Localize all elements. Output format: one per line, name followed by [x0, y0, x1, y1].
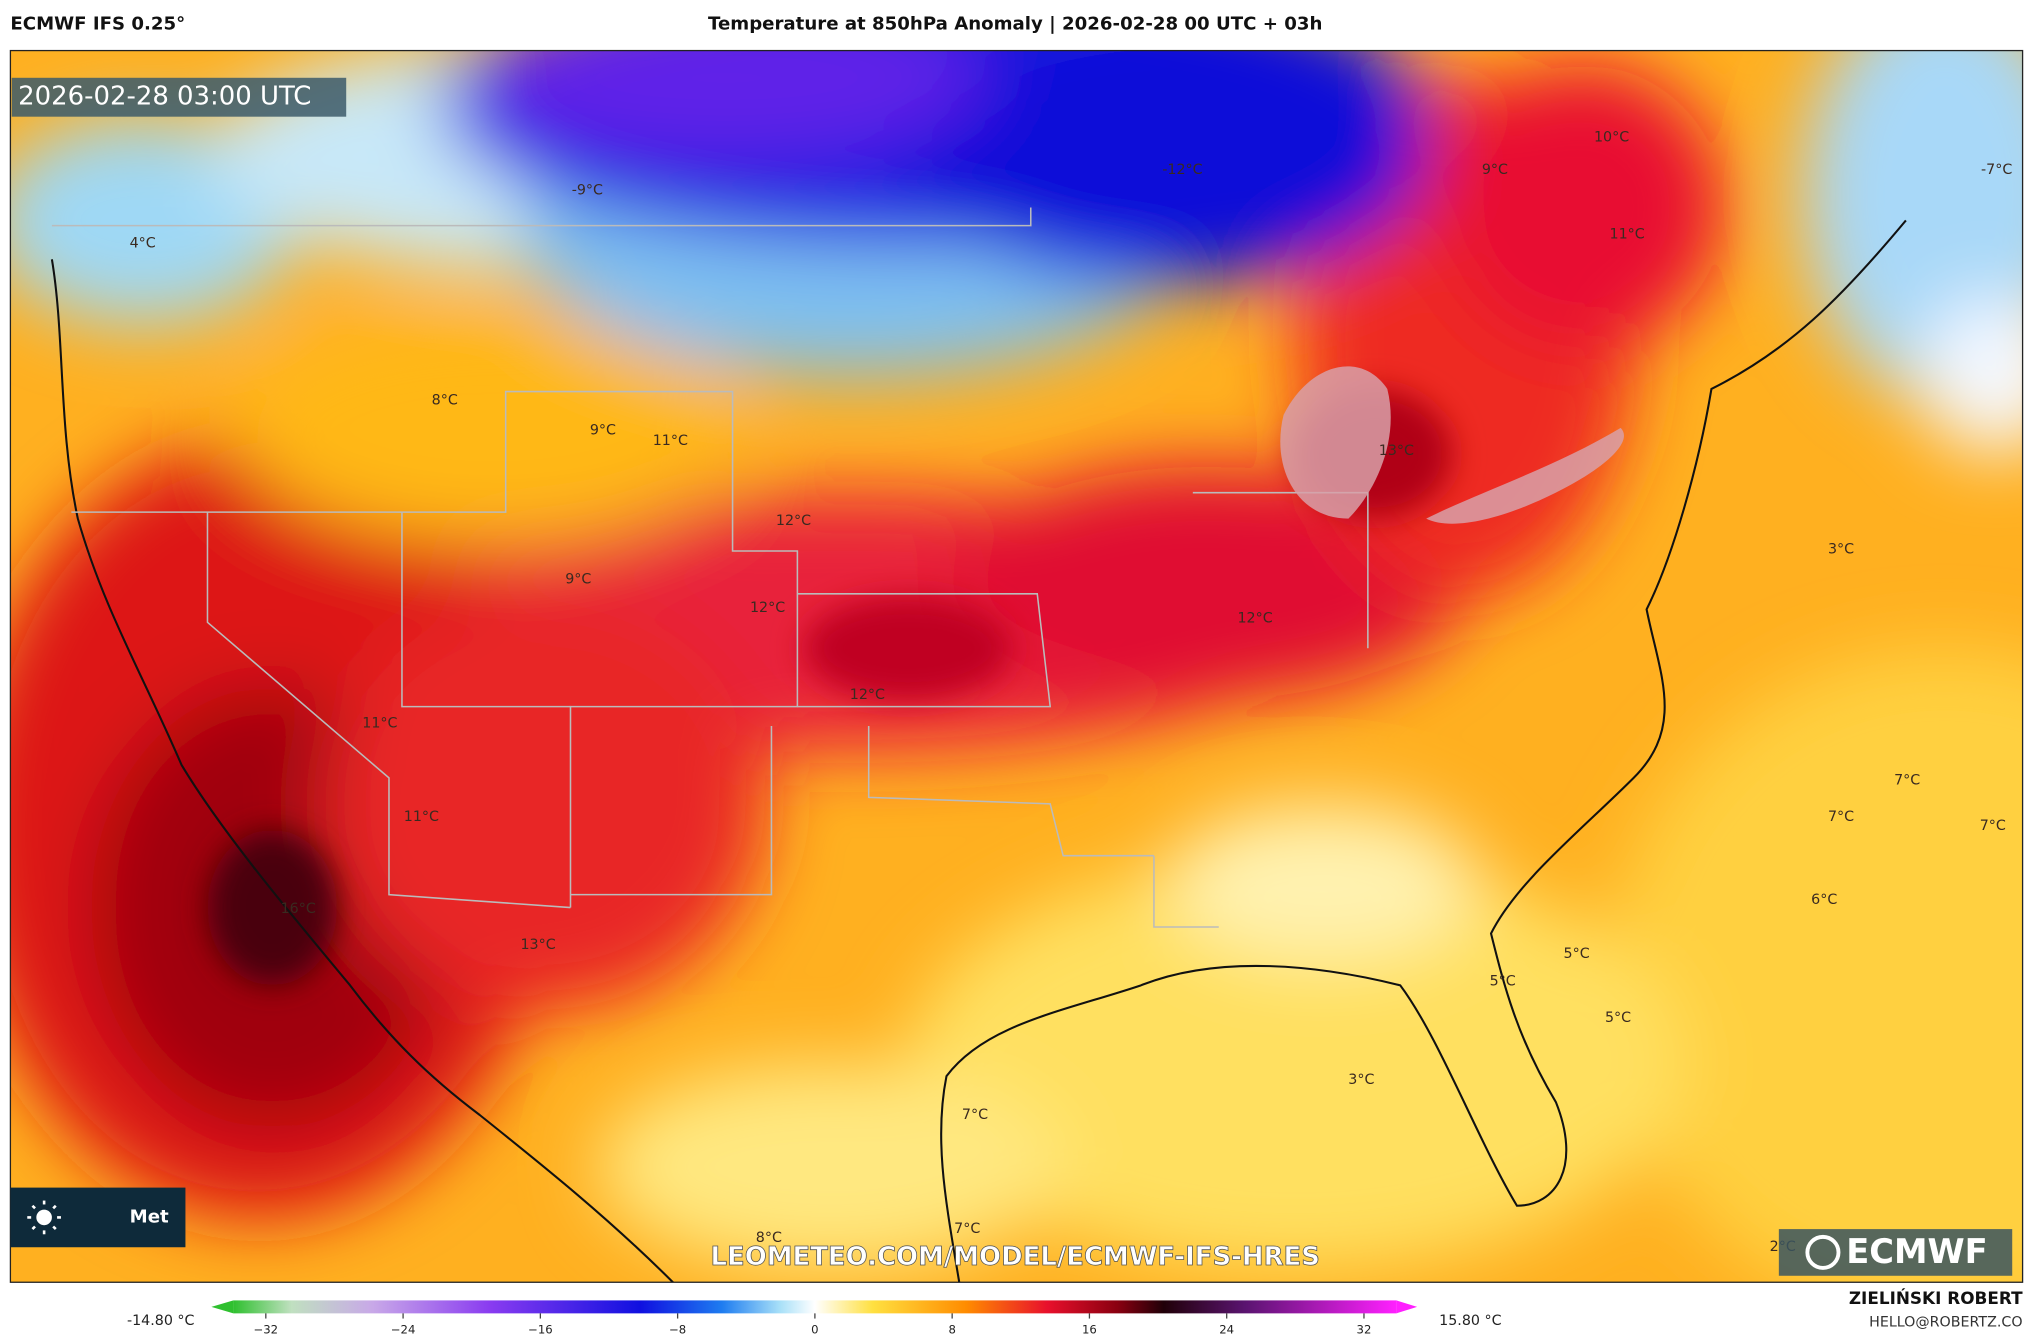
- map-label: 11°C: [1610, 227, 1645, 243]
- map-label: 5°C: [1605, 1010, 1631, 1026]
- chart-title: Temperature at 850hPa Anomaly | 2026-02-…: [708, 14, 1322, 35]
- timestamp-box: [11, 77, 347, 117]
- map-label: 12°C: [1237, 610, 1272, 626]
- map-label: 11°C: [362, 715, 397, 731]
- map-label: 11°C: [653, 433, 688, 449]
- colorbar-high-extension: [1396, 1300, 1418, 1314]
- colorbar-tick-label: 24: [1219, 1323, 1234, 1337]
- sun-rays: [27, 1200, 61, 1235]
- map-label: 7°C: [1828, 809, 1854, 825]
- colorbar-tick-label: 8: [948, 1323, 955, 1337]
- map-label: 8°C: [432, 393, 458, 409]
- map-label: 12°C: [776, 513, 811, 529]
- map-label: -7°C: [1981, 162, 2012, 178]
- map-label: 7°C: [1980, 818, 2006, 834]
- map-label: 16°C: [281, 901, 316, 917]
- map-label: 8°C: [756, 1230, 782, 1246]
- map-frame: [9, 49, 2024, 1283]
- map-label: 11°C: [404, 809, 439, 825]
- lake: [1426, 427, 1624, 524]
- colorbar-tick-label: −24: [391, 1323, 416, 1337]
- colorbar-bar: [233, 1300, 1397, 1314]
- model-name: ECMWF IFS 0.25°: [10, 14, 185, 35]
- colorbar-tick-label: 16: [1082, 1323, 1097, 1337]
- badge-text: Met: [130, 1206, 169, 1227]
- colorbar-tick-label: −16: [528, 1323, 553, 1337]
- map-label: 13°C: [520, 937, 555, 953]
- map-label: 5°C: [1564, 946, 1590, 962]
- colorbar-tick-label: −32: [254, 1323, 279, 1337]
- borders: [51, 207, 1369, 928]
- map-label: 6°C: [1811, 892, 1837, 908]
- map-label: 9°C: [565, 572, 591, 588]
- colorbar-tick-label: 0: [811, 1323, 818, 1337]
- map-label: 10°C: [1594, 129, 1629, 145]
- map-label: 13°C: [1379, 443, 1414, 459]
- map-label: -9°C: [572, 183, 603, 199]
- logo-icon: [1805, 1234, 1841, 1270]
- watermark: LEOMETEO.COM/MODEL/ECMWF-IFS-HRES: [710, 1242, 1319, 1272]
- colorbar-min: -14.80 °C: [127, 1313, 195, 1329]
- colorbar: −32 −24 −16 −8 0 8 16 24 32: [211, 1300, 1418, 1337]
- map-label: 5°C: [1490, 973, 1516, 989]
- coastlines: [50, 219, 1907, 1283]
- map-label: 9°C: [1482, 162, 1508, 178]
- map-label: 4°C: [130, 236, 156, 252]
- author: ZIELIŃSKI ROBERT: [1849, 1287, 2023, 1308]
- colorbar-tick-label: −8: [669, 1323, 686, 1337]
- colorbar-tick-label: 32: [1357, 1323, 1372, 1337]
- map-label: 12°C: [850, 687, 885, 703]
- map-label: 3°C: [1348, 1072, 1374, 1088]
- map-label: 7°C: [1894, 773, 1920, 789]
- logo-text: ECMWF: [1846, 1232, 1987, 1271]
- map-labels: -9°C -12°C 10°C 9°C 11°C -7°C 4°C 8°C 9°C 11°C 13°…: [130, 129, 2013, 1255]
- colorbar-low-extension: [211, 1300, 234, 1314]
- timestamp: 2026-02-28 03:00 UTC: [18, 82, 311, 112]
- lake: [1280, 366, 1391, 519]
- email: HELLO@ROBERTZ.CO: [1869, 1314, 2022, 1330]
- map-label: 7°C: [962, 1107, 988, 1123]
- sun-icon: [36, 1209, 52, 1226]
- map-label: 3°C: [1828, 542, 1854, 558]
- map-label: -12°C: [1162, 162, 1202, 178]
- map-label: 12°C: [750, 600, 785, 616]
- map-label: 7°C: [954, 1221, 980, 1237]
- colorbar-max: 15.80 °C: [1439, 1313, 1501, 1329]
- map-label: 9°C: [590, 422, 616, 438]
